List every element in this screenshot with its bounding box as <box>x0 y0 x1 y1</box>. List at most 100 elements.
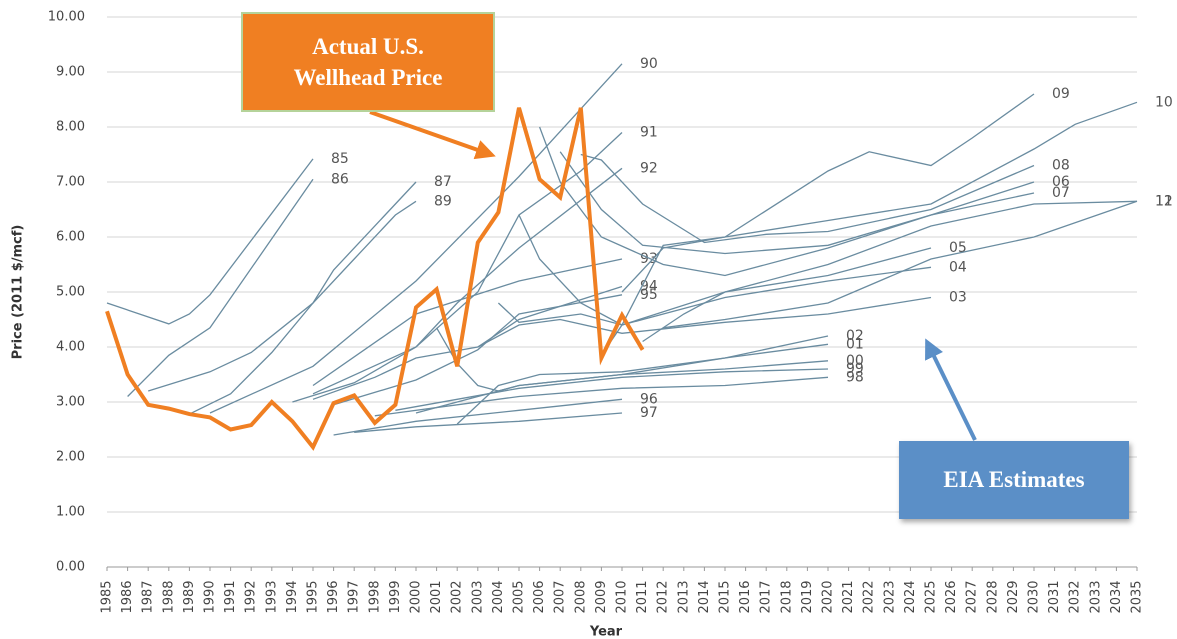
x-tick-label: 1986 <box>120 580 135 613</box>
x-tick-label: 1997 <box>347 580 362 613</box>
estimate-line <box>312 132 623 395</box>
series-label: 02 <box>846 328 864 344</box>
x-tick-label: 1985 <box>100 580 115 613</box>
estimate-line <box>621 101 1138 293</box>
series-label: 87 <box>434 174 452 190</box>
series-label: 09 <box>1052 86 1070 102</box>
x-tick-label: 1989 <box>182 580 197 613</box>
series-label: 99 <box>846 361 864 377</box>
y-tick-label: 1.00 <box>56 505 85 520</box>
estimate-line <box>497 266 932 326</box>
x-tick-label: 1998 <box>367 580 382 613</box>
x-tick-label: 2024 <box>903 580 918 613</box>
series-label: 89 <box>434 193 452 209</box>
x-tick-label: 2009 <box>594 580 609 613</box>
actual-price-line <box>105 107 645 451</box>
arrow-eia <box>925 338 977 441</box>
x-tick-label: 2010 <box>615 580 630 613</box>
series-label: 06 <box>1052 174 1070 190</box>
estimate-line <box>209 63 623 414</box>
x-tick-label: 1991 <box>223 580 238 613</box>
x-tick-label: 1999 <box>388 580 403 613</box>
series-label: 97 <box>640 405 658 421</box>
estimate-line <box>559 151 1035 255</box>
series-label: 08 <box>1052 158 1070 174</box>
series-label: 92 <box>640 160 658 176</box>
series-label: 98 <box>846 369 864 385</box>
x-tick-label: 2035 <box>1130 580 1145 613</box>
x-tick-label: 2017 <box>759 580 774 613</box>
x-tick-label: 2018 <box>779 580 794 613</box>
x-tick-label: 2004 <box>491 580 506 613</box>
series-label: 93 <box>640 251 658 267</box>
x-tick-label: 2007 <box>553 580 568 613</box>
x-tick-label: 2019 <box>800 580 815 613</box>
y-tick-label: 0.00 <box>56 560 85 575</box>
series-label: 10 <box>1155 94 1173 110</box>
estimate-line <box>374 376 829 417</box>
y-tick-label: 9.00 <box>56 65 85 80</box>
y-tick-label: 6.00 <box>56 230 85 245</box>
y-tick-label: 8.00 <box>56 120 85 135</box>
y-tick-label: 4.00 <box>56 340 85 355</box>
estimate-line <box>333 294 623 406</box>
estimate-line <box>600 93 1035 356</box>
x-tick-label: 2020 <box>821 580 836 613</box>
series-label: 04 <box>949 259 967 275</box>
estimate-line <box>292 167 623 403</box>
x-tick-label: 2030 <box>1027 580 1042 613</box>
estimate-line <box>333 398 623 436</box>
y-tick-label: 2.00 <box>56 450 85 465</box>
series-label: 85 <box>331 151 349 167</box>
estimate-line <box>148 181 417 392</box>
x-tick-label: 2031 <box>1047 580 1062 613</box>
estimate-line <box>477 296 932 348</box>
x-tick-label: 1994 <box>285 580 300 613</box>
x-tick-label: 2012 <box>656 580 671 613</box>
x-tick-label: 2029 <box>1006 580 1021 613</box>
annotation-actual: Actual U.S. Wellhead Price <box>241 12 495 112</box>
series-label: 00 <box>846 353 864 369</box>
x-tick-label: 2023 <box>882 580 897 613</box>
x-tick-label: 2002 <box>450 580 465 613</box>
series-label: 01 <box>846 336 864 352</box>
estimate-line <box>663 200 1138 329</box>
estimate-line <box>456 335 829 425</box>
x-tick-label: 1987 <box>141 580 156 613</box>
x-tick-label: 2015 <box>718 580 733 613</box>
estimate-line <box>518 214 932 326</box>
x-tick-label: 1990 <box>203 580 218 613</box>
y-axis-title: Price (2011 $/mcf) <box>11 225 26 360</box>
x-tick-label: 2016 <box>738 580 753 613</box>
x-axis-title: Year <box>589 625 623 639</box>
estimate-line <box>106 158 314 325</box>
estimate-line <box>395 368 829 411</box>
series-label: 11 <box>1155 193 1173 209</box>
estimate-line <box>189 200 417 415</box>
x-tick-label: 2027 <box>965 580 980 613</box>
series-label: 86 <box>331 171 349 187</box>
arrow-actual <box>369 110 496 160</box>
x-tick-label: 1992 <box>244 580 259 613</box>
series-label: 90 <box>640 56 658 72</box>
x-tick-label: 2034 <box>1109 580 1124 613</box>
x-tick-label: 2014 <box>697 580 712 613</box>
estimate-line <box>312 258 623 387</box>
y-tick-label: 5.00 <box>56 285 85 300</box>
x-tick-label: 2003 <box>470 580 485 613</box>
x-tick-label: 1995 <box>306 580 321 613</box>
estimate-line <box>580 153 1035 244</box>
x-tick-label: 2033 <box>1088 580 1103 613</box>
annotation-eia: EIA Estimates <box>899 441 1129 519</box>
x-tick-label: 2011 <box>635 580 650 613</box>
y-tick-label: 7.00 <box>56 175 85 190</box>
x-tick-label: 2026 <box>944 580 959 613</box>
series-label: 03 <box>949 290 967 306</box>
series-label: 95 <box>640 287 658 303</box>
estimate-line <box>312 285 623 400</box>
x-tick-label: 2021 <box>841 580 856 613</box>
x-tick-label: 1988 <box>161 580 176 613</box>
x-tick-label: 2006 <box>532 580 547 613</box>
